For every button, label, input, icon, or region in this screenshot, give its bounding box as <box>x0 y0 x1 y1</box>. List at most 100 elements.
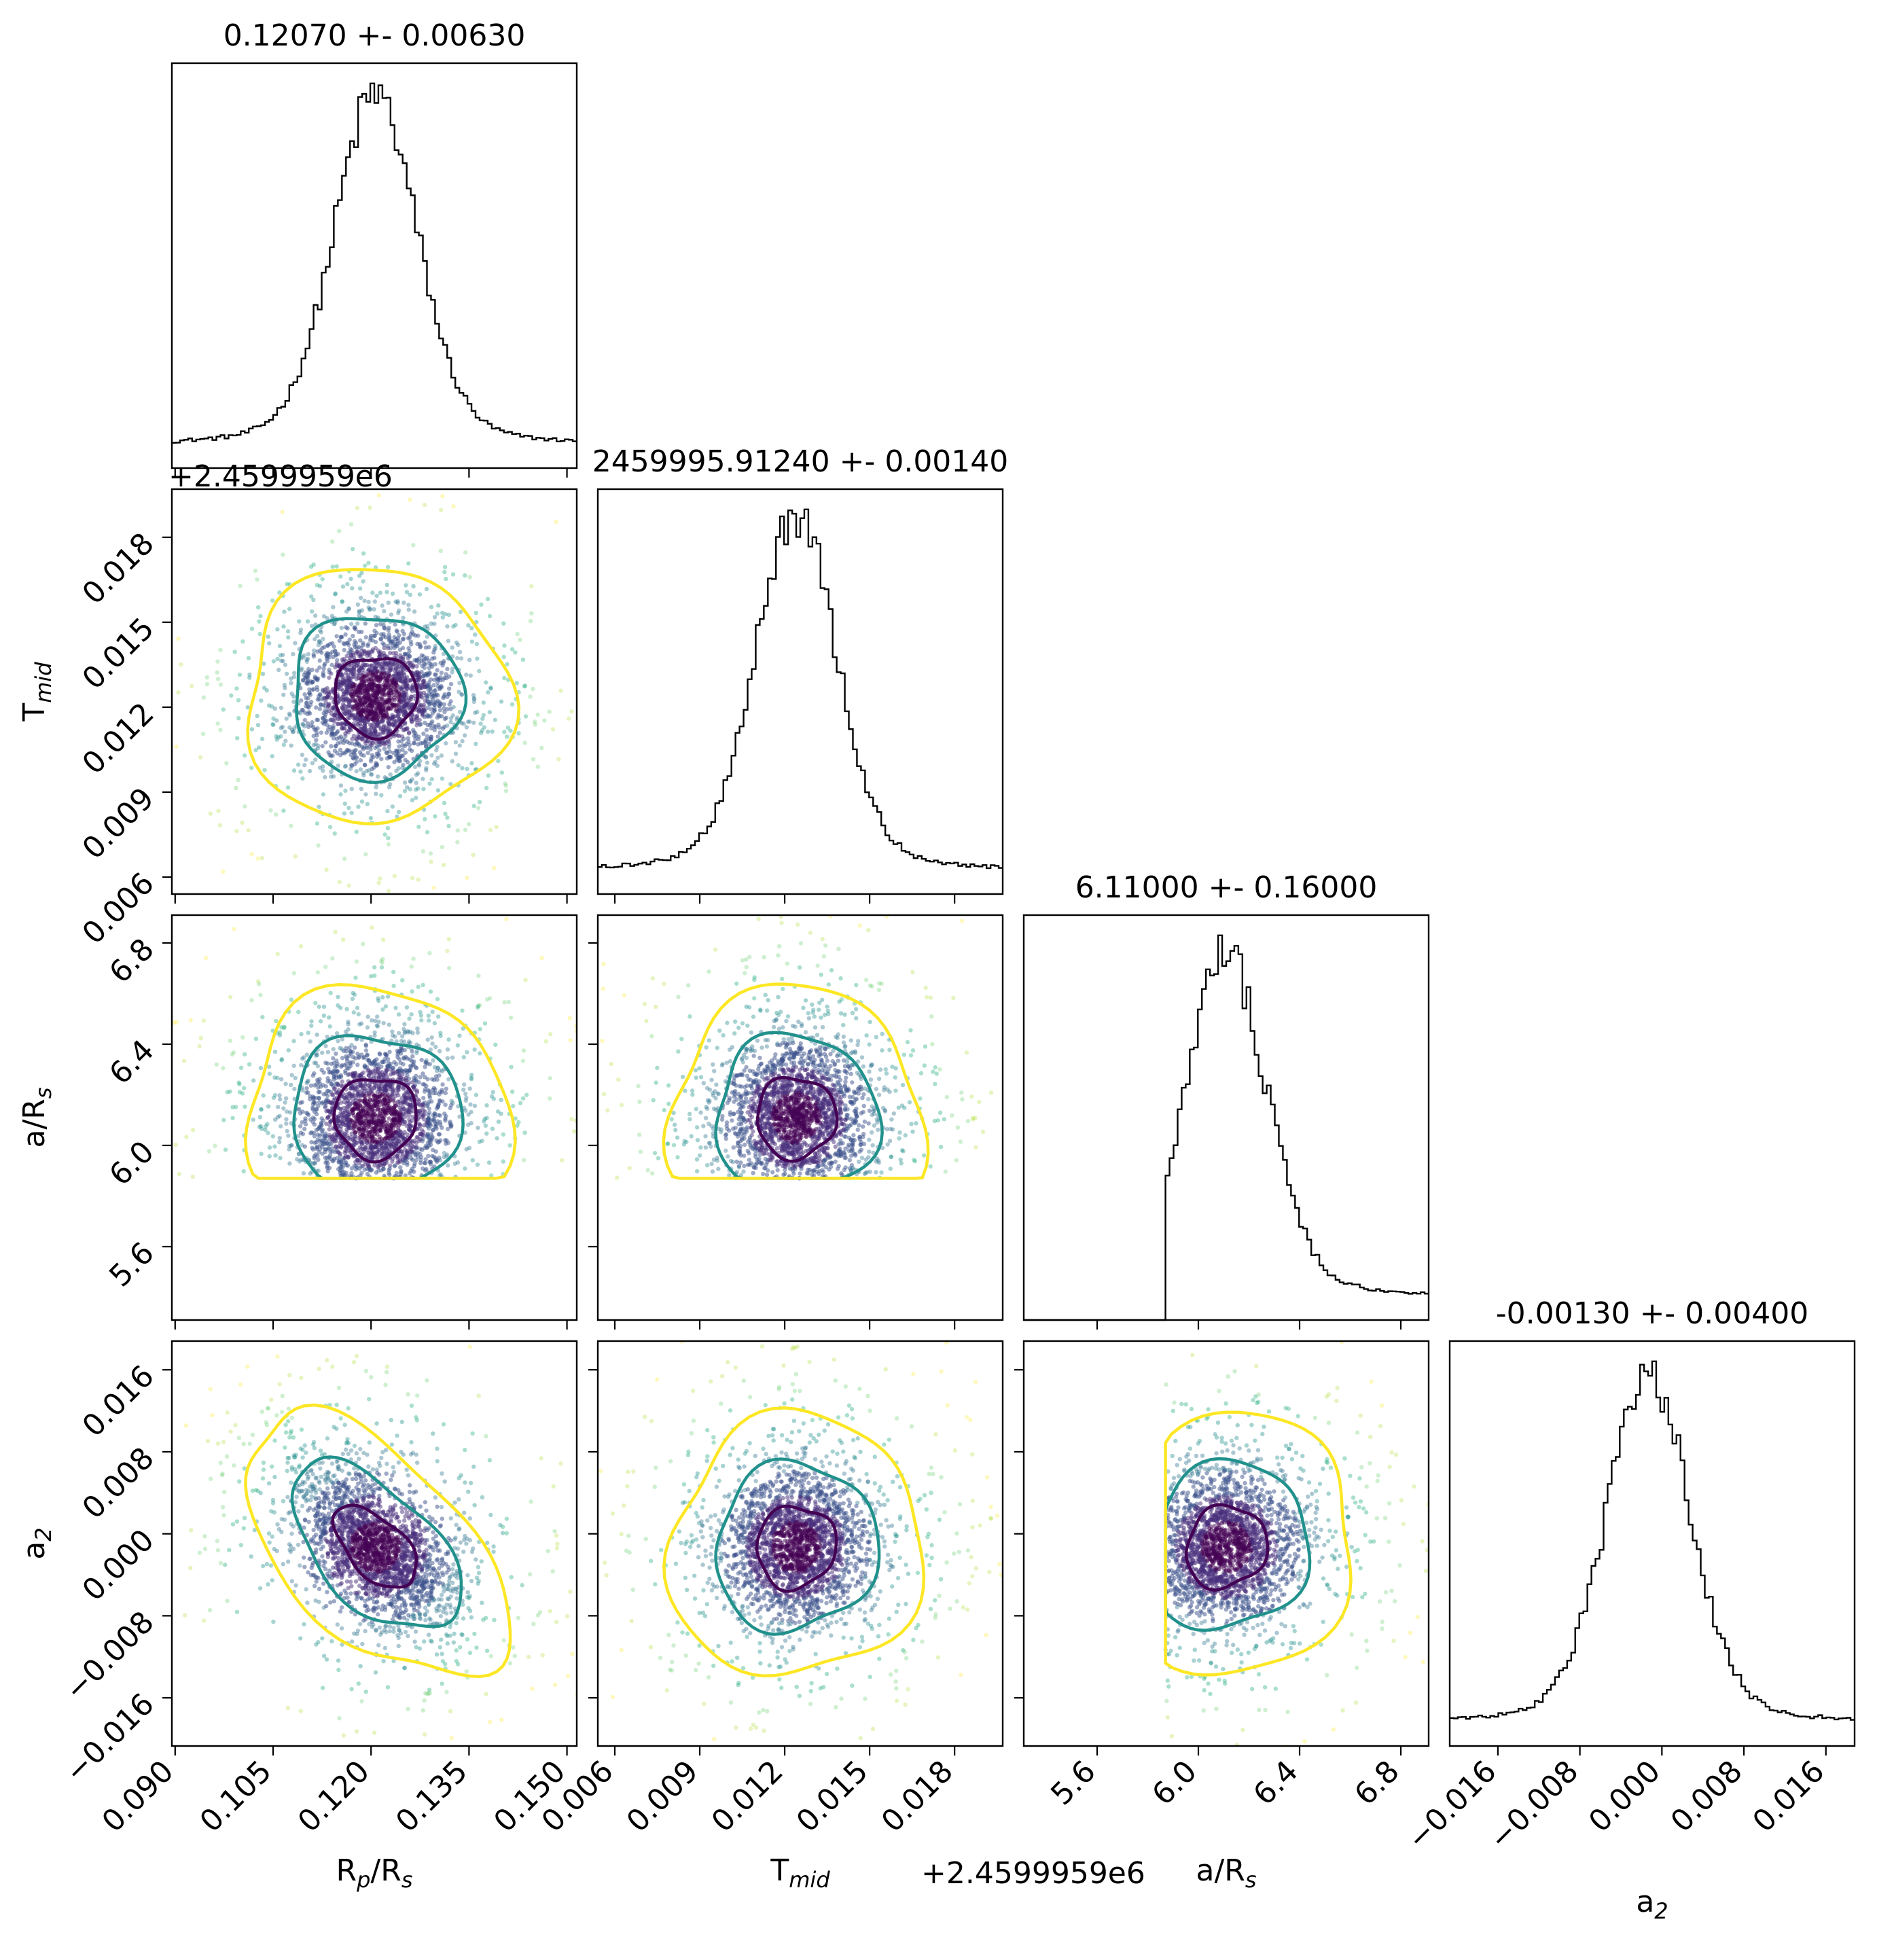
scatter-point <box>523 714 529 719</box>
scatter-point <box>372 965 377 969</box>
scatter-point <box>423 1065 427 1069</box>
scatter-point <box>491 1097 497 1101</box>
scatter-point <box>285 785 291 790</box>
scatter-point <box>379 965 385 970</box>
scatter-point <box>456 642 461 647</box>
scatter-point <box>344 1046 349 1051</box>
scatter-point <box>324 867 329 872</box>
scatter-point <box>440 1069 444 1074</box>
scatter-point <box>378 1094 382 1099</box>
scatter-point <box>437 1092 442 1097</box>
scatter-point <box>430 1041 435 1046</box>
scatter-point <box>404 675 410 679</box>
scatter-point <box>389 706 394 711</box>
scatter-point <box>391 1098 395 1103</box>
scatter-point <box>242 753 247 758</box>
scatter-point <box>448 719 453 725</box>
scatter-point <box>391 1087 397 1092</box>
scatter-point <box>428 1047 433 1052</box>
scatter-point <box>366 1093 372 1099</box>
scatter-point <box>429 1162 433 1166</box>
scatter-point <box>416 1080 421 1085</box>
scatter-point <box>321 666 326 671</box>
scatter-point <box>408 779 413 784</box>
scatter-point <box>91 1128 95 1132</box>
scatter-point <box>408 662 413 668</box>
scatter-point <box>372 973 377 978</box>
scatter-point <box>427 781 432 786</box>
scatter-point <box>458 609 463 614</box>
scatter-point <box>159 1066 163 1070</box>
scatter-point <box>411 543 416 548</box>
scatter-point <box>433 760 438 764</box>
scatter-point <box>399 675 404 679</box>
scatter-point <box>402 780 408 785</box>
scatter-point <box>437 1048 442 1054</box>
scatter-point <box>418 644 423 649</box>
scatter-point <box>419 1018 424 1023</box>
scatter-point <box>448 707 453 711</box>
scatter-point <box>353 690 358 695</box>
scatter-point <box>306 671 311 677</box>
scatter-point <box>363 635 368 640</box>
scatter-point <box>317 665 322 670</box>
scatter-point <box>334 1090 338 1095</box>
scatter-point <box>406 736 410 741</box>
scatter-point <box>377 1135 382 1139</box>
scatter-point <box>446 1037 451 1042</box>
scatter-point <box>482 1021 488 1026</box>
scatter-point <box>338 1107 343 1111</box>
scatter-point <box>424 1084 429 1088</box>
scatter-point <box>349 647 354 653</box>
scatter-point <box>325 685 329 691</box>
scatter-point <box>353 1130 357 1135</box>
scatter-point <box>365 1171 370 1177</box>
scatter-point <box>432 656 437 660</box>
scatter-point <box>234 446 238 450</box>
scatter-point <box>347 1046 352 1050</box>
scatter-point <box>298 698 304 703</box>
scatter-point <box>414 796 418 800</box>
scatter-point <box>289 1073 294 1077</box>
scatter-point <box>342 764 348 769</box>
scatter-point <box>295 1157 300 1162</box>
scatter-point <box>287 1161 292 1166</box>
scatter-point <box>504 734 510 739</box>
scatter-point <box>569 1117 574 1122</box>
scatter-point <box>352 992 357 997</box>
scatter-point <box>272 706 277 711</box>
scatter-point <box>357 690 363 694</box>
scatter-point <box>350 736 355 741</box>
scatter-point <box>376 996 380 1001</box>
scatter-point <box>404 1110 409 1116</box>
scatter-point <box>298 944 304 949</box>
scatter-point <box>312 1101 317 1106</box>
scatter-point <box>372 1163 377 1168</box>
scatter-point <box>437 1073 442 1078</box>
scatter-point <box>356 1055 361 1061</box>
scatter-point <box>421 1113 426 1118</box>
scatter-point <box>236 698 241 702</box>
scatter-point <box>410 1063 416 1068</box>
scatter-point <box>302 762 307 768</box>
scatter-point <box>385 699 389 705</box>
scatter-point <box>327 1024 332 1029</box>
scatter-point <box>315 582 320 588</box>
scatter-point <box>376 1019 381 1024</box>
scatter-point <box>435 1065 440 1070</box>
scatter-point <box>433 643 438 649</box>
scatter-point <box>315 1052 320 1058</box>
scatter-point <box>363 729 368 734</box>
scatter-point <box>340 1047 344 1052</box>
scatter-point <box>425 1037 430 1042</box>
scatter-point <box>315 688 320 692</box>
scatter-point <box>397 1049 402 1054</box>
scatter-point <box>410 1031 415 1035</box>
scatter-point <box>312 1061 317 1065</box>
scatter-point <box>432 700 437 705</box>
scatter-point <box>410 902 414 906</box>
scatter-point <box>291 1063 296 1068</box>
scatter-point <box>399 1154 405 1159</box>
scatter-point <box>317 1077 322 1082</box>
scatter-point <box>283 685 287 691</box>
